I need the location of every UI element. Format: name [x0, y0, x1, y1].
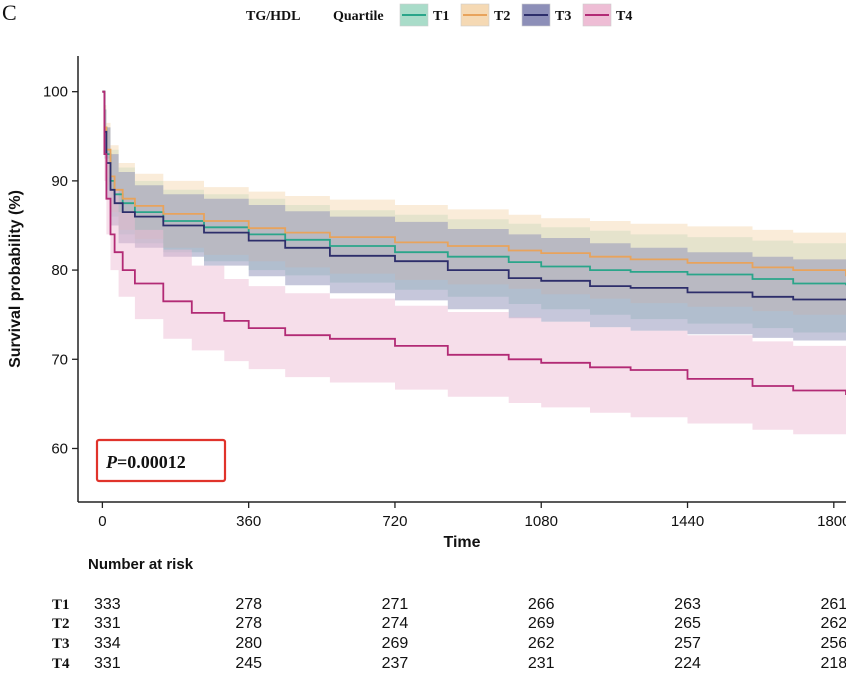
risk-row-label-t1: T1 [52, 597, 70, 613]
x-tick-label-1800: 1800 [817, 513, 846, 530]
risk-row-label-t4: T4 [52, 656, 70, 672]
y-tick-label-70: 70 [51, 351, 68, 368]
y-axis-label: Survival probability (%) [7, 190, 24, 368]
risk-cell-t2-3: 269 [528, 615, 555, 632]
y-tick-label-90: 90 [51, 173, 68, 190]
curve-t3 [102, 90, 846, 301]
y-tick-label-80: 80 [51, 262, 68, 279]
risk-cell-t1-2: 271 [382, 596, 409, 613]
risk-cell-t2-4: 265 [674, 615, 701, 632]
risk-cell-t4-1: 245 [235, 655, 262, 672]
risk-cell-t4-0: 331 [94, 655, 121, 672]
risk-cell-t1-1: 278 [235, 596, 262, 613]
risk-cell-t3-2: 269 [382, 635, 409, 652]
p-value-text: P=0.00012 [105, 452, 186, 472]
y-ticks: 60 70 80 90 100 [43, 84, 78, 457]
x-tick-label-720: 720 [382, 513, 407, 530]
x-tick-label-1080: 1080 [525, 513, 558, 530]
risk-cell-t3-0: 334 [94, 635, 121, 652]
p-value-box [95, 438, 227, 483]
risk-cell-t2-2: 274 [382, 615, 409, 632]
risk-cell-t4-3: 231 [528, 655, 555, 672]
panel-label: C [2, 0, 17, 25]
risk-cell-t4-2: 237 [382, 655, 409, 672]
x-tick-label-1440: 1440 [671, 513, 704, 530]
risk-cell-t3-1: 280 [235, 635, 262, 652]
x-axis-label: Time [443, 534, 480, 551]
curve-t2 [102, 90, 846, 277]
legend-label-t4: T4 [616, 9, 632, 24]
risk-cell-t3-4: 257 [674, 635, 701, 652]
p-value-italic: P [105, 452, 118, 472]
axes [77, 56, 846, 503]
x-tick-label-360: 360 [236, 513, 261, 530]
risk-table: T1 333 278 271 266 263 261 T2 331 278 274 269 265 262… [52, 596, 846, 672]
p-value-annotation: P=0.00012 [95, 438, 227, 483]
risk-cell-t1-4: 263 [674, 596, 701, 613]
risk-row-label-t3: T3 [52, 636, 70, 652]
risk-cell-t2-5: 262 [820, 615, 846, 632]
risk-cell-t1-3: 266 [528, 596, 555, 613]
risk-table-title: Number at risk [88, 556, 194, 573]
y-tick-label-100: 100 [43, 84, 68, 101]
legend: TG/HDL Quartile T1 T2 T3 T4 [246, 3, 632, 27]
survival-curves [102, 90, 846, 395]
legend-label-t3: T3 [555, 9, 571, 24]
legend-subtitle: Quartile [333, 9, 384, 24]
risk-row-label-t2: T2 [52, 616, 70, 632]
curve-t4 [102, 90, 846, 395]
x-tick-label-0: 0 [98, 513, 106, 530]
risk-cell-t1-0: 333 [94, 596, 121, 613]
risk-cell-t2-1: 278 [235, 615, 262, 632]
y-tick-label-60: 60 [51, 440, 68, 457]
legend-label-t2: T2 [494, 9, 510, 24]
risk-cell-t4-5: 218 [820, 655, 846, 672]
risk-cell-t4-4: 224 [674, 655, 701, 672]
legend-label-t1: T1 [433, 9, 449, 24]
x-ticks: 0 360 720 1080 1440 1800 [98, 502, 846, 530]
band-t4 [102, 91, 846, 440]
risk-cell-t1-5: 261 [820, 596, 846, 613]
p-value-rest: =0.00012 [117, 452, 186, 472]
risk-cell-t3-5: 256 [820, 635, 846, 652]
legend-title: TG/HDL [246, 9, 300, 24]
confidence-bands [102, 91, 846, 440]
risk-cell-t2-0: 331 [94, 615, 121, 632]
band-t3 [102, 91, 846, 342]
risk-cell-t3-3: 262 [528, 635, 555, 652]
